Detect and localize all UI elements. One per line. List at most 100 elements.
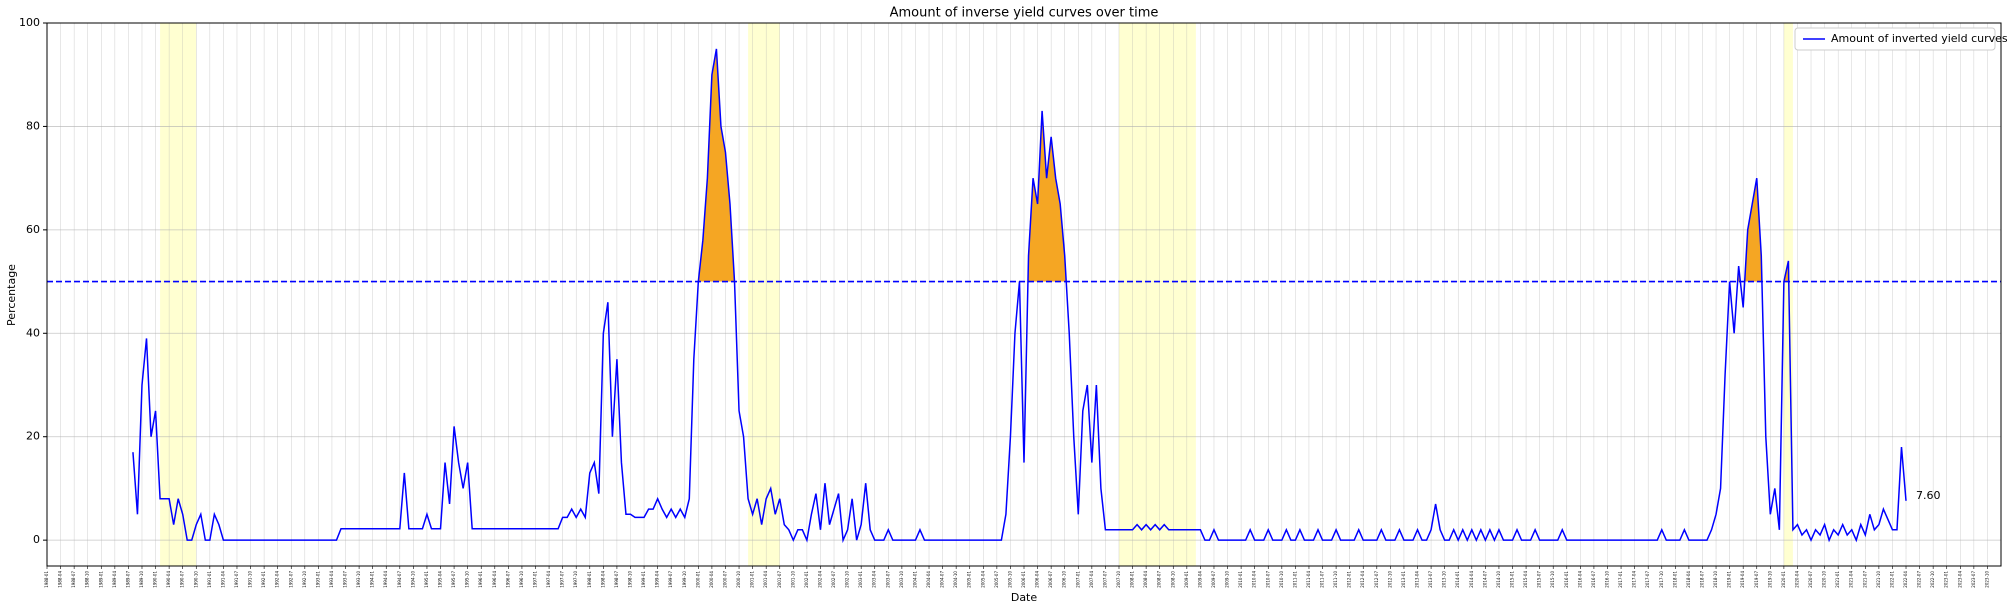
- x-tick-label: 2005-07: [994, 571, 999, 588]
- x-tick-label: 1989-10: [139, 571, 144, 588]
- x-tick-label: 2019-01: [1727, 571, 1732, 588]
- x-tick-label: 2013-07: [1428, 571, 1433, 588]
- x-tick-label: 2009-01: [1184, 571, 1189, 588]
- x-tick-label: 2001-07: [777, 571, 782, 588]
- legend: Amount of inverted yield curves: [1794, 27, 2007, 51]
- x-tick-label: 2017-01: [1618, 571, 1623, 588]
- x-tick-label: 2014-04: [1469, 571, 1474, 588]
- x-tick-label: 2000-01: [695, 571, 700, 588]
- x-tick-label: 1995-10: [465, 571, 470, 588]
- x-tick-label: 1991-10: [248, 571, 253, 588]
- x-tick-label: 2001-01: [750, 571, 755, 588]
- x-tick-label: 2004-01: [912, 571, 917, 588]
- x-tick-label: 2007-07: [1102, 571, 1107, 588]
- x-tick-label: 2002-04: [817, 571, 822, 588]
- plot-frame: [46, 22, 2002, 567]
- x-tick-label: 1988-04: [58, 571, 63, 588]
- chart-title: Amount of inverse yield curves over time: [890, 6, 1159, 21]
- x-tick-label: 1996-04: [492, 571, 497, 588]
- x-tick-label: 2016-10: [1604, 571, 1609, 588]
- x-tick-label: 2007-01: [1075, 571, 1080, 588]
- x-tick-label: 2012-10: [1387, 571, 1392, 588]
- x-tick-label: 2000-10: [736, 571, 741, 588]
- x-tick-label: 2015-10: [1550, 571, 1555, 588]
- x-tick-label: 2020-04: [1794, 571, 1799, 588]
- x-tick-label: 2006-10: [1062, 571, 1067, 588]
- x-tick-label: 2018-01: [1672, 571, 1677, 588]
- x-tick-label: 1999-04: [655, 571, 660, 588]
- x-tick-label: 2008-07: [1157, 571, 1162, 588]
- x-tick-label: 2013-04: [1415, 571, 1420, 588]
- x-tick-label: 1999-01: [641, 571, 646, 588]
- x-tick-label: 1993-04: [329, 571, 334, 588]
- x-tick-label: 2018-10: [1713, 571, 1718, 588]
- x-tick-label: 2008-10: [1170, 571, 1175, 588]
- x-tick-label: 2016-04: [1577, 571, 1582, 588]
- x-tick-label: 2008-01: [1130, 571, 1135, 588]
- x-tick-label: 2008-04: [1143, 571, 1148, 588]
- x-tick-label: 1988-10: [85, 571, 90, 588]
- x-tick-label: 2009-10: [1225, 571, 1230, 588]
- x-tick-label: 1999-10: [682, 571, 687, 588]
- x-tick-label: 1990-01: [153, 571, 158, 588]
- shaded-span: [160, 23, 197, 566]
- x-tick-label: 2009-07: [1211, 571, 1216, 588]
- x-tick-label: 2023-01: [1944, 571, 1949, 588]
- x-tick-label: 2005-04: [980, 571, 985, 588]
- x-tick-label: 1997-01: [533, 571, 538, 588]
- x-tick-label: 2011-04: [1306, 571, 1311, 588]
- x-tick-label: 2010-07: [1265, 571, 1270, 588]
- x-tick-label: 1990-04: [166, 571, 171, 588]
- x-tick-label: 1994-04: [383, 571, 388, 588]
- x-tick-label: 1995-01: [424, 571, 429, 588]
- x-tick-label: 2011-10: [1333, 571, 1338, 588]
- x-tick-label: 2000-07: [722, 571, 727, 588]
- annotation: 7.60: [1916, 489, 1941, 502]
- x-tick-label: 2018-07: [1699, 571, 1704, 588]
- x-tick-label: 2011-07: [1320, 571, 1325, 588]
- x-tick-label: 2001-04: [763, 571, 768, 588]
- x-tick-label: 1996-01: [478, 571, 483, 588]
- y-tick-label: 0: [33, 533, 40, 546]
- x-tick-label: 2003-04: [872, 571, 877, 588]
- x-tick-label: 2007-10: [1116, 571, 1121, 588]
- x-tick-label: 2017-04: [1632, 571, 1637, 588]
- x-tick-label: 1997-04: [546, 571, 551, 588]
- x-tick-label: 2022-07: [1917, 571, 1922, 588]
- x-tick-label: 2022-04: [1903, 571, 1908, 588]
- x-tick-label: 2006-01: [1021, 571, 1026, 588]
- x-tick-label: 2004-10: [953, 571, 958, 588]
- shaded-span: [748, 23, 780, 566]
- x-tick-label: 2014-01: [1455, 571, 1460, 588]
- x-tick-label: 2012-01: [1347, 571, 1352, 588]
- x-tick-label: 2022-10: [1930, 571, 1935, 588]
- data-line: [132, 48, 1907, 544]
- x-tick-label: 1998-10: [627, 571, 632, 588]
- y-tick-label: 20: [26, 430, 40, 443]
- x-tick-label: 2014-07: [1482, 571, 1487, 588]
- x-tick-label: 1991-04: [220, 571, 225, 588]
- x-tick-label: 2002-07: [831, 571, 836, 588]
- x-tick-label: 2009-04: [1197, 571, 1202, 588]
- x-tick-label: 2010-10: [1279, 571, 1284, 588]
- x-tick-label: 1992-10: [302, 571, 307, 588]
- x-tick-label: 1998-01: [587, 571, 592, 588]
- x-tick-label: 1998-04: [600, 571, 605, 588]
- x-tick-label: 2001-10: [790, 571, 795, 588]
- x-tick-label: 2020-07: [1808, 571, 1813, 588]
- x-tick-label: 1992-01: [261, 571, 266, 588]
- x-tick-label: 2005-10: [1007, 571, 1012, 588]
- x-tick-label: 1996-07: [505, 571, 510, 588]
- x-tick-label: 1994-10: [410, 571, 415, 588]
- x-tick-label: 2000-04: [709, 571, 714, 588]
- x-tick-label: 2014-10: [1496, 571, 1501, 588]
- x-tick-label: 2010-01: [1238, 571, 1243, 588]
- x-tick-label: 2015-07: [1537, 571, 1542, 588]
- x-tick-label: 1993-10: [356, 571, 361, 588]
- x-tick-label: 2005-01: [967, 571, 972, 588]
- x-tick-label: 2023-10: [1984, 571, 1989, 588]
- y-tick-label: 80: [26, 119, 40, 132]
- x-tick-label: 2004-04: [926, 571, 931, 588]
- x-tick-label: 1988-01: [44, 571, 49, 588]
- shaded-span: [1118, 23, 1196, 566]
